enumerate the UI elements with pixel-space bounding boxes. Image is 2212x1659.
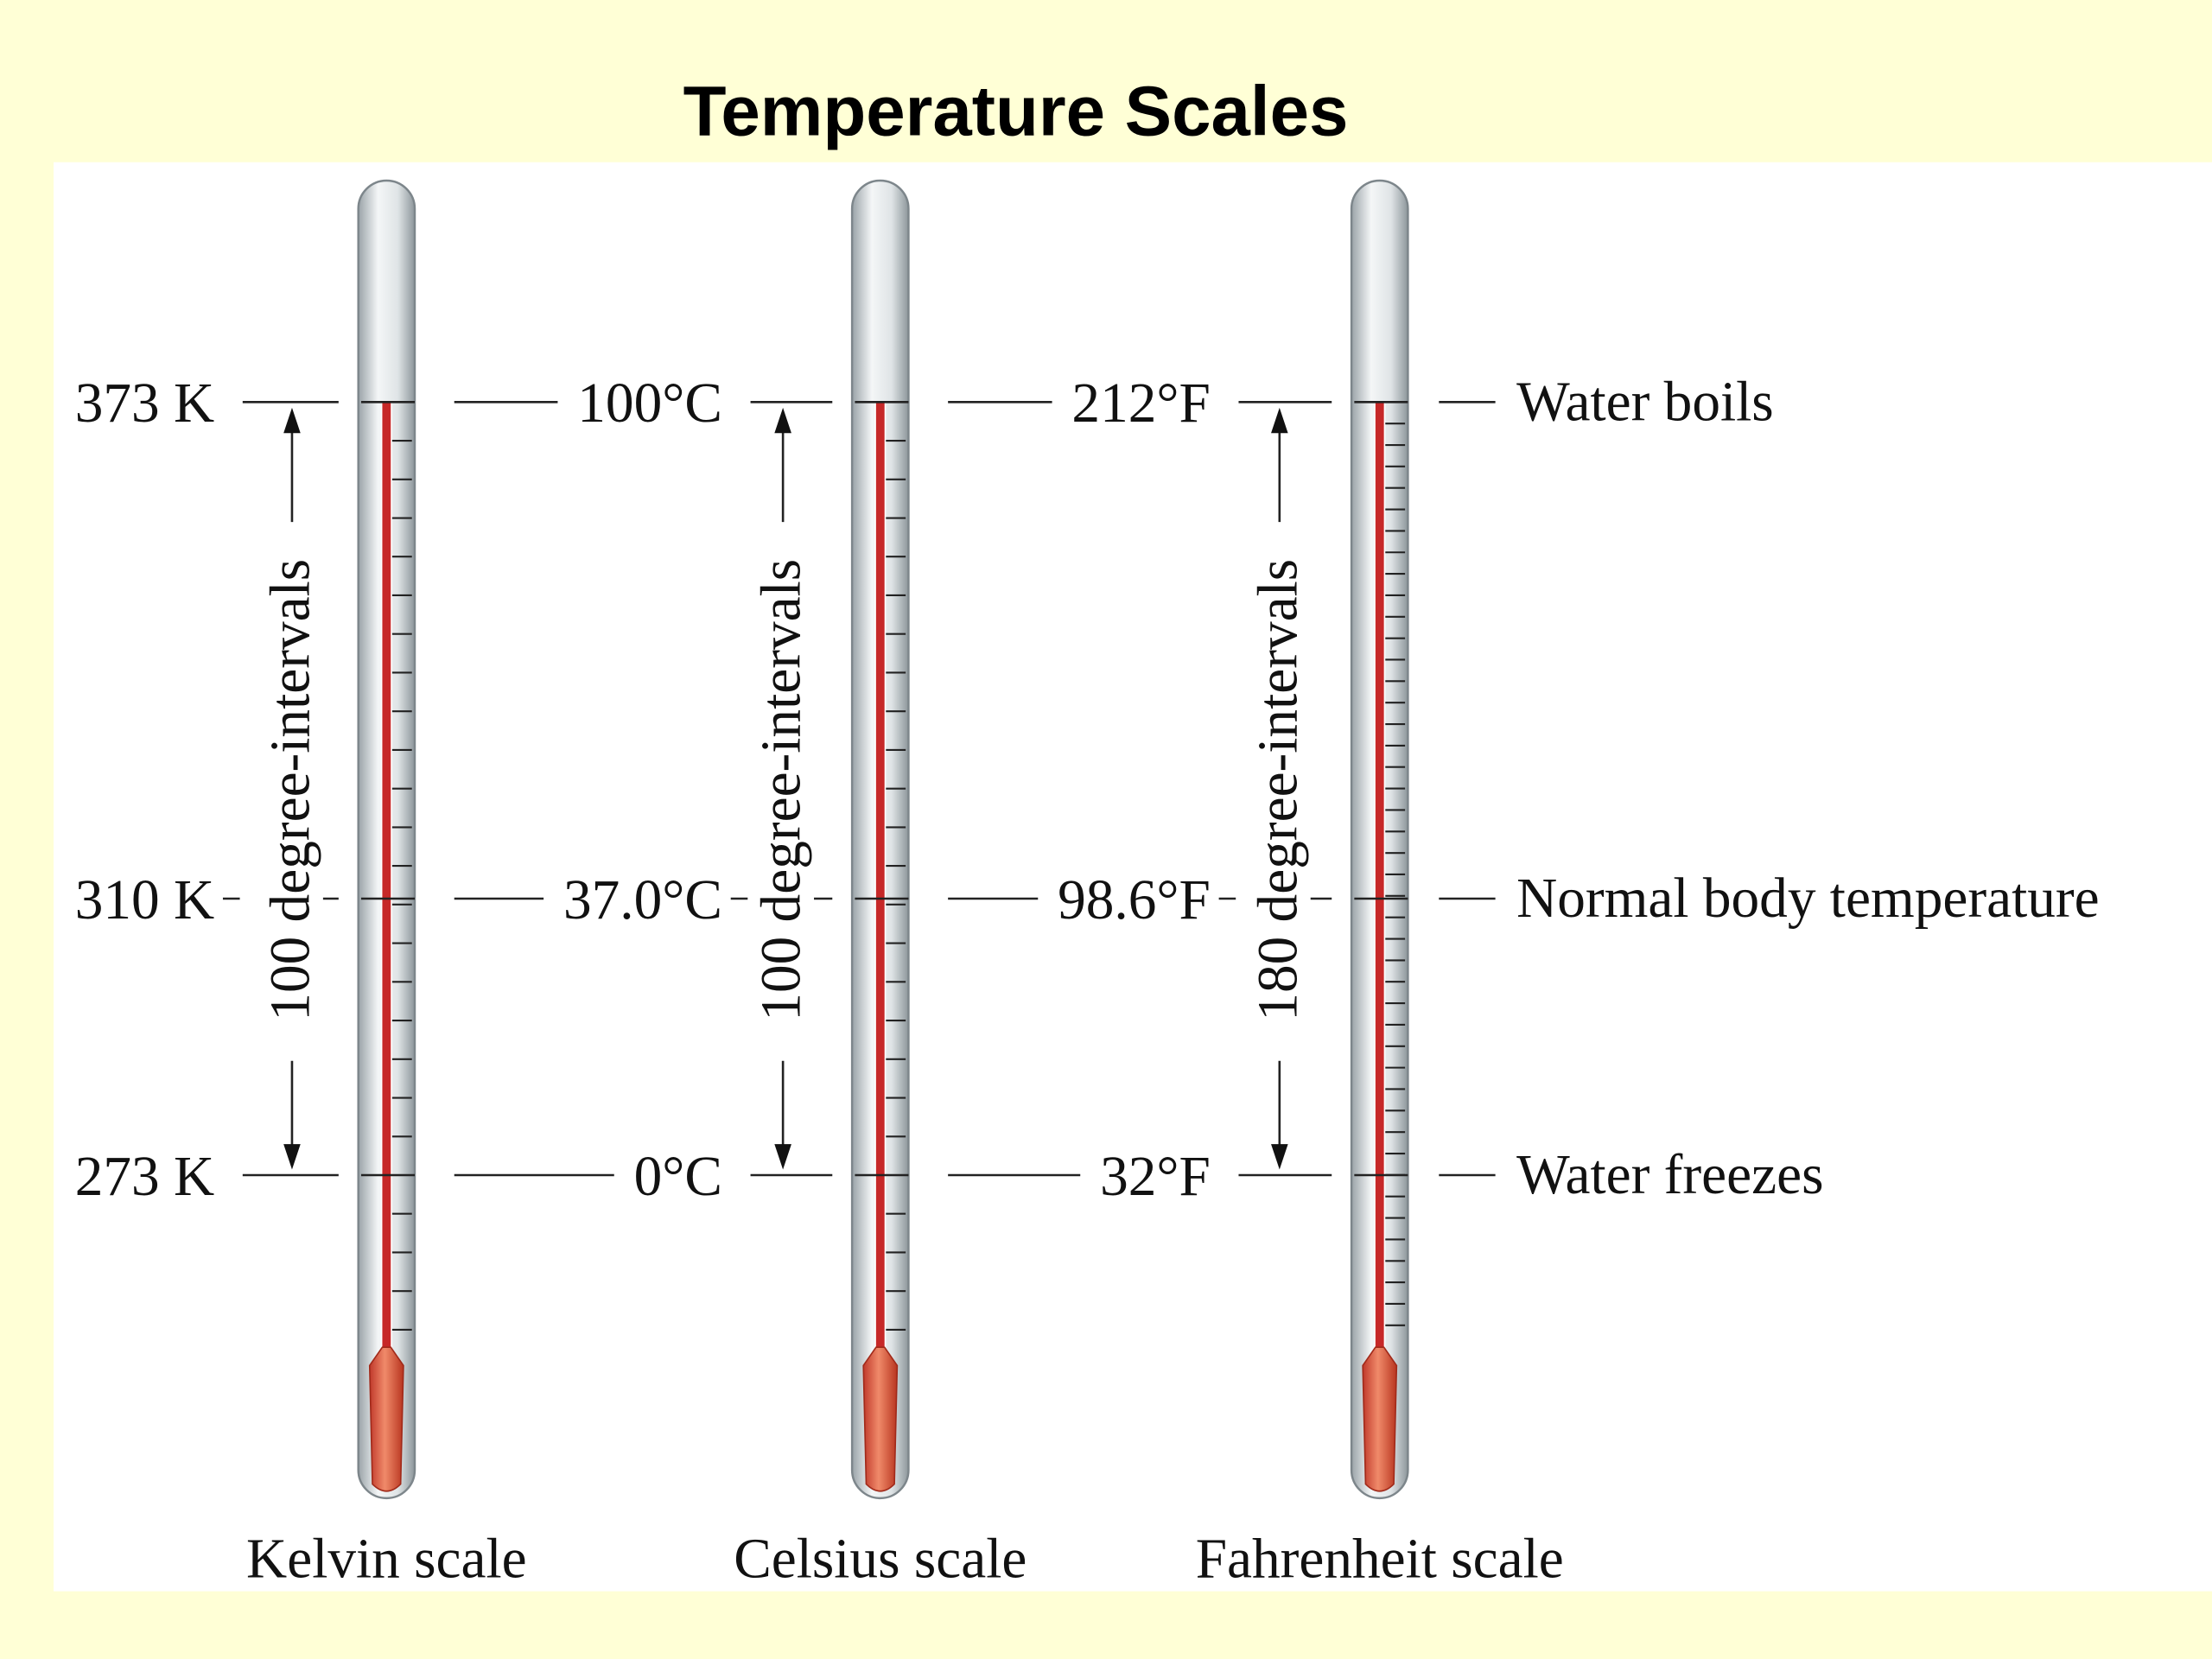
interval-label: 100 degree-intervals	[260, 559, 322, 1021]
interval-label: 100 degree-intervals	[751, 559, 813, 1021]
mercury-column	[875, 402, 885, 1355]
mercury-column	[382, 402, 391, 1355]
scale-label: 310 K	[75, 869, 214, 931]
arrow-head	[774, 1144, 791, 1170]
thermometer-bulb	[368, 1346, 404, 1492]
scale-label: 0°C	[634, 1146, 722, 1208]
arrow-head	[283, 407, 301, 434]
reference-label: Water freezes	[1516, 1144, 1823, 1206]
arrow-head	[1271, 407, 1288, 434]
interval-label: 180 degree-intervals	[1247, 559, 1309, 1021]
scale-label: 32°F	[1100, 1146, 1211, 1208]
thermometer-bulb	[1362, 1346, 1398, 1492]
scale-label: 273 K	[75, 1146, 214, 1208]
mercury-column	[1375, 402, 1384, 1355]
scale-label: 100°C	[577, 372, 722, 435]
title: Temperature Scales	[683, 73, 1349, 151]
thermometer-bulb	[862, 1346, 899, 1492]
reference-label: Normal body temperature	[1516, 868, 2100, 930]
reference-label: Water boils	[1516, 372, 1774, 434]
arrow-head	[283, 1144, 301, 1170]
arrow-head	[774, 407, 791, 434]
scale-label: 373 K	[75, 372, 214, 435]
arrow-head	[1271, 1144, 1288, 1170]
scale-name: Celsius scale	[734, 1528, 1027, 1590]
thermometers: 373 K 310 K 273 K 100 degree-intervals Kelvi…	[75, 179, 2100, 1590]
scale-label: 98.6°F	[1058, 869, 1211, 931]
scale-name: Fahrenheit scale	[1196, 1528, 1564, 1590]
scale-label: 212°F	[1071, 372, 1210, 435]
scale-name: Kelvin scale	[246, 1528, 527, 1590]
scale-label: 37.0°C	[563, 869, 722, 931]
